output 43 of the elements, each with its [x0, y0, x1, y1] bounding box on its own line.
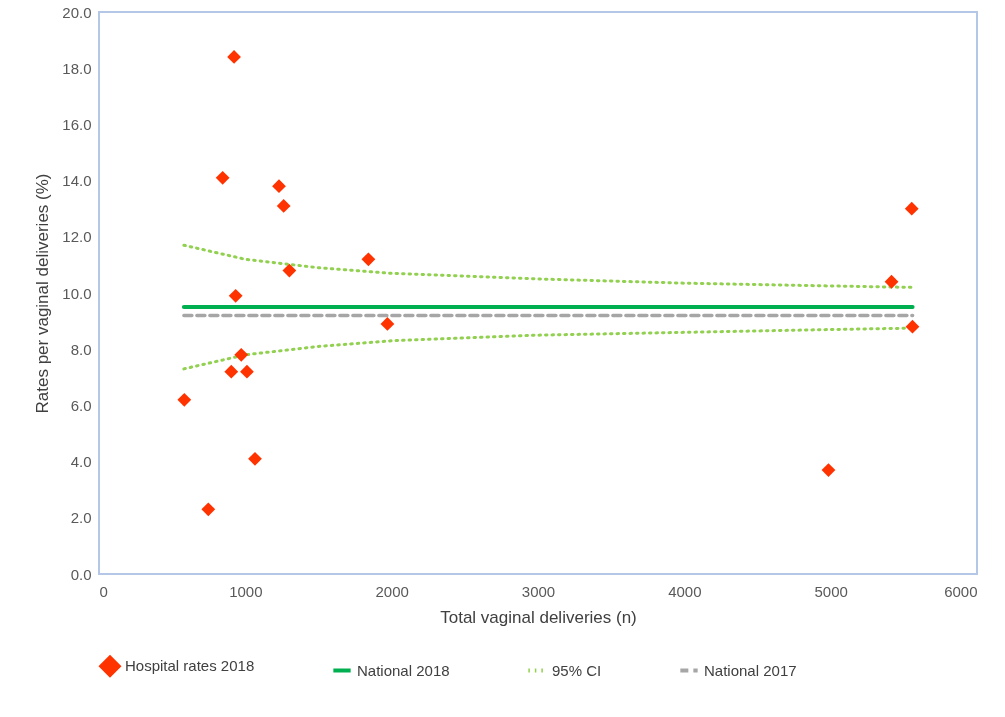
legend-label: National 2017 — [704, 661, 797, 679]
point — [227, 50, 241, 64]
x-tick-label: 4000 — [668, 582, 702, 600]
legend-label: National 2018 — [357, 661, 450, 679]
x-axis-title: Total vaginal deliveries (n) — [440, 607, 637, 627]
point — [904, 201, 919, 216]
y-tick-label: 14.0 — [62, 172, 92, 190]
x-tick-label: 1000 — [229, 582, 263, 600]
y-tick-label: 20.0 — [62, 3, 92, 21]
y-tick-label: 6.0 — [70, 396, 92, 414]
point — [248, 451, 262, 466]
y-tick-label: 0.0 — [70, 565, 92, 583]
legend-label: Hospital rates 2018 — [125, 657, 255, 675]
point — [201, 502, 216, 517]
y-tick-label: 12.0 — [62, 228, 92, 246]
point — [361, 252, 376, 267]
point — [821, 463, 836, 477]
point — [215, 170, 230, 185]
x-tick-label: 0 — [99, 582, 108, 600]
point — [282, 263, 297, 278]
legend-label: 95% CI — [552, 661, 602, 679]
x-tick-label: 5000 — [814, 582, 848, 600]
y-tick-label: 4.0 — [70, 453, 92, 471]
y-tick-label: 16.0 — [62, 115, 92, 133]
point — [380, 317, 395, 331]
y-tick-label: 8.0 — [70, 340, 92, 358]
x-tick-label: 6000 — [944, 582, 978, 600]
y-tick-label: 18.0 — [62, 59, 92, 77]
point — [884, 274, 899, 289]
x-tick-label: 2000 — [375, 582, 409, 600]
point — [234, 347, 249, 362]
point — [276, 199, 291, 213]
line-series — [182, 243, 915, 289]
point — [177, 392, 192, 407]
y-axis-title: Rates per vaginal deliveries (%) — [33, 173, 53, 414]
point — [224, 364, 239, 379]
y-tick-label: 10.0 — [62, 284, 92, 302]
point — [905, 319, 920, 334]
point — [240, 364, 254, 379]
y-tick-label: 2.0 — [70, 509, 92, 527]
point — [272, 179, 286, 194]
x-tick-label: 3000 — [521, 582, 556, 600]
point — [228, 288, 243, 303]
